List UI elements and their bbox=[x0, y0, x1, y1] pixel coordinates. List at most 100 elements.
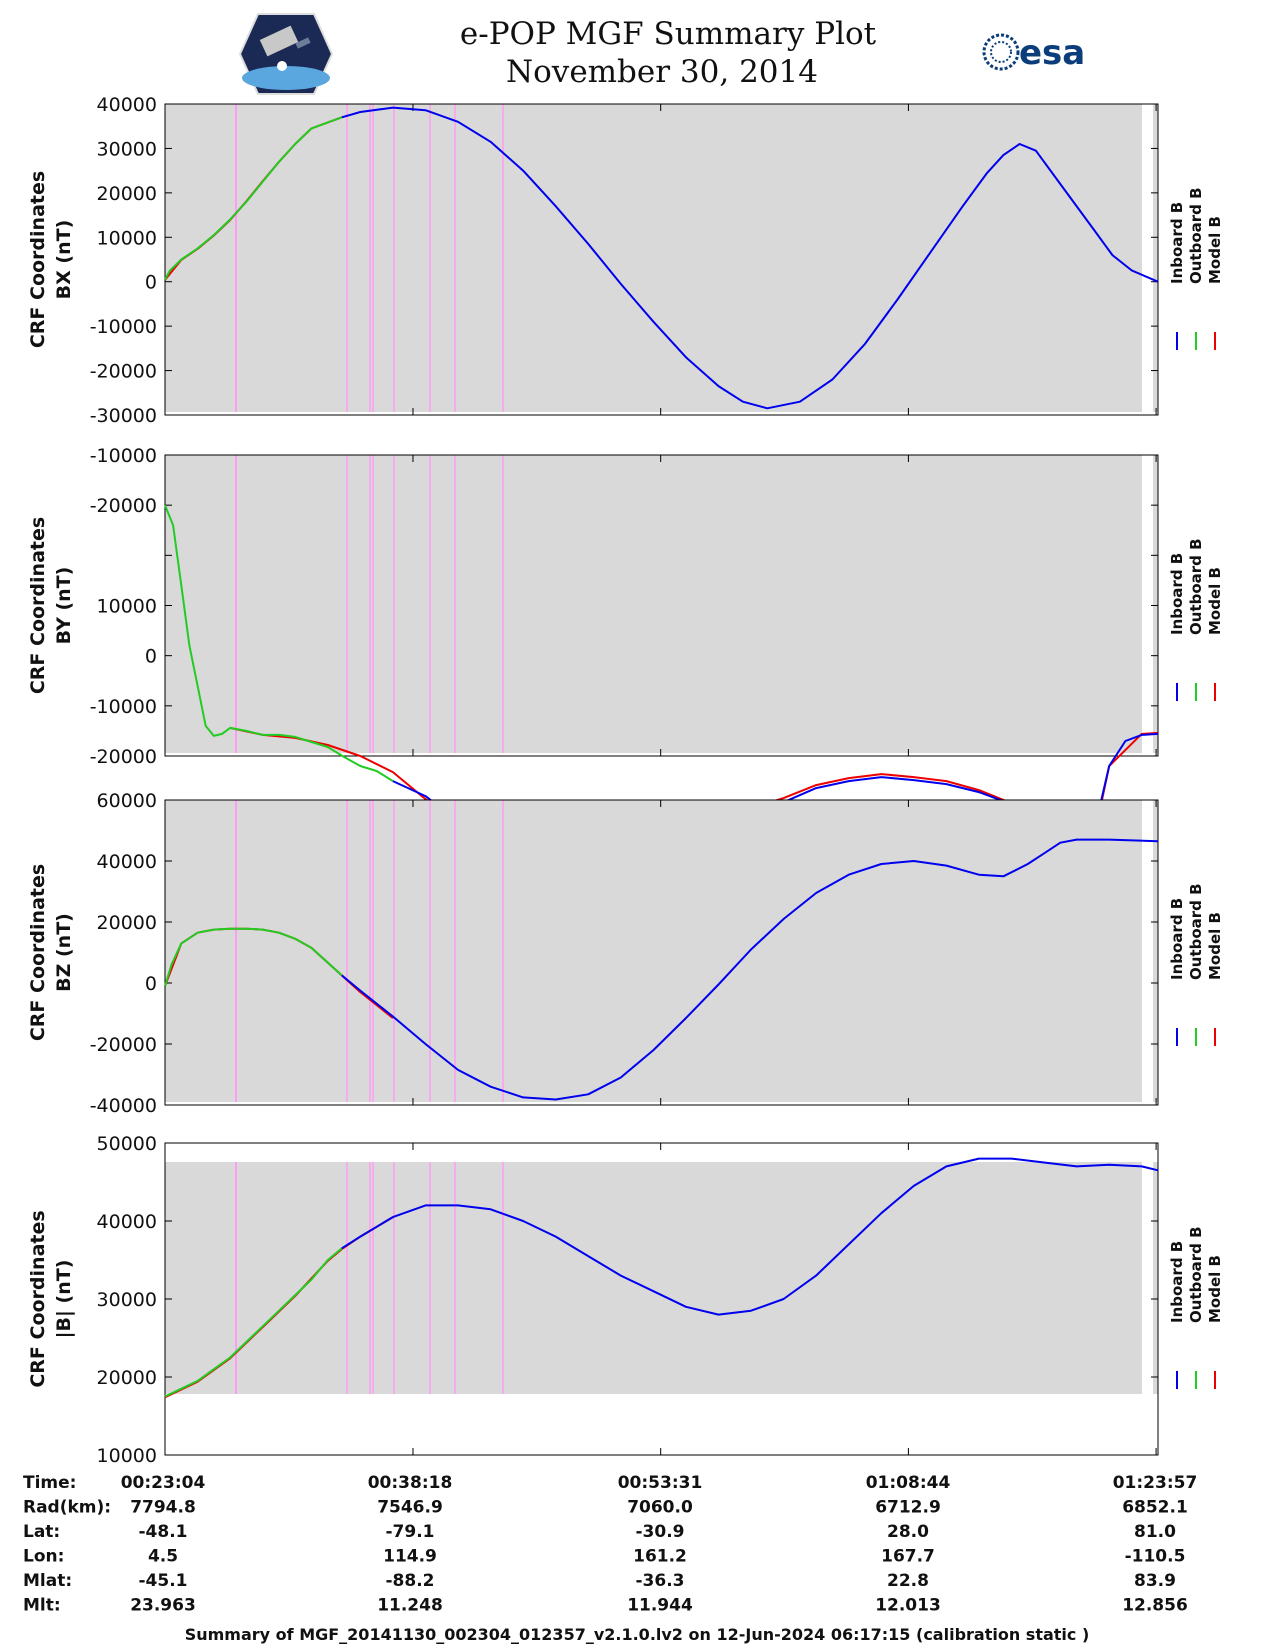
info-value: 161.2 bbox=[633, 1547, 687, 1567]
y-tick-label: -10000 bbox=[90, 316, 157, 338]
y-tick-label: 50000 bbox=[97, 1133, 157, 1155]
y-tick-label: 20000 bbox=[97, 1367, 157, 1389]
info-value: 12.856 bbox=[1122, 1596, 1188, 1616]
info-value: 167.7 bbox=[881, 1547, 935, 1567]
info-row-label: Mlat: bbox=[23, 1571, 72, 1591]
data-gap bbox=[1142, 1162, 1145, 1394]
series-inboard-b bbox=[341, 106, 1159, 410]
plot-background-end bbox=[1153, 104, 1158, 412]
y-tick-label: -20000 bbox=[90, 361, 157, 383]
y-axis-label-line1: CRF Coordinates bbox=[27, 517, 49, 694]
y-axis-label-line2: BY (nT) bbox=[53, 567, 75, 645]
info-value: 81.0 bbox=[1134, 1522, 1176, 1542]
y-tick-label: 10000 bbox=[97, 596, 157, 618]
info-value: -36.3 bbox=[636, 1571, 685, 1591]
y-tick-label: -10000 bbox=[90, 696, 157, 718]
info-row-label: Rad(km): bbox=[23, 1498, 111, 1518]
y-tick-label: 10000 bbox=[97, 227, 157, 249]
info-value: 12.013 bbox=[875, 1596, 941, 1616]
info-row-label: Time: bbox=[23, 1473, 76, 1493]
y-axis-label-line1: CRF Coordinates bbox=[27, 171, 49, 348]
legend-label: Inboard B bbox=[1168, 202, 1186, 284]
info-value: -79.1 bbox=[386, 1522, 435, 1542]
info-value: 11.248 bbox=[377, 1596, 443, 1616]
y-tick-label: 20000 bbox=[97, 912, 157, 934]
series-outboard-b bbox=[164, 1247, 343, 1398]
plot-background bbox=[165, 455, 1142, 753]
info-value: 6712.9 bbox=[875, 1498, 941, 1518]
y-axis-label-line1: CRF Coordinates bbox=[27, 1210, 49, 1387]
plot-panels: 40000 30000 20000 10000 0 -10000 -20000 -30000 C… bbox=[27, 94, 1224, 1467]
info-value: 7060.0 bbox=[627, 1498, 693, 1518]
info-value: 11.944 bbox=[627, 1596, 693, 1616]
panel-1: 40000 30000 20000 10000 0 -10000 -20000 -30000 C… bbox=[27, 94, 1224, 427]
info-value: 22.8 bbox=[887, 1571, 929, 1591]
orbit-info-table: Time: 00:23:04 00:38:18 00:53:31 01:08:44 01:… bbox=[23, 1473, 1197, 1616]
esa-logo: esa bbox=[982, 33, 1085, 73]
info-value: 4.5 bbox=[148, 1547, 178, 1567]
plot-frame bbox=[164, 799, 1159, 1106]
y-tick-label: 40000 bbox=[97, 1211, 157, 1233]
plot-background bbox=[165, 1162, 1142, 1394]
y-tick-label: 0 bbox=[145, 646, 157, 668]
legend-label: Model B bbox=[1206, 912, 1224, 980]
info-value: 114.9 bbox=[383, 1547, 437, 1567]
y-tick-label: -30000 bbox=[90, 405, 157, 427]
legend-label: Outboard B bbox=[1187, 1226, 1205, 1323]
legend-label: Inboard B bbox=[1168, 1241, 1186, 1323]
data-gap bbox=[1148, 455, 1152, 753]
y-axis-label-line2: BZ (nT) bbox=[53, 913, 75, 992]
y-tick-label: -40000 bbox=[90, 1095, 157, 1117]
info-value: -48.1 bbox=[139, 1522, 188, 1542]
plot-frame bbox=[164, 103, 1159, 416]
info-value: 28.0 bbox=[887, 1522, 929, 1542]
info-value: 01:23:57 bbox=[1113, 1473, 1198, 1493]
esa-logo-text: esa bbox=[1019, 33, 1085, 73]
info-value: -45.1 bbox=[139, 1571, 188, 1591]
y-axis-label-line2: BX (nT) bbox=[53, 220, 75, 300]
plot-date: November 30, 2014 bbox=[506, 54, 818, 90]
info-row-label: Lon: bbox=[23, 1547, 64, 1567]
info-value: 83.9 bbox=[1134, 1571, 1176, 1591]
info-value: 7546.9 bbox=[377, 1498, 443, 1518]
series-inboard-b bbox=[341, 838, 1159, 1101]
y-axis-label-line1: CRF Coordinates bbox=[27, 864, 49, 1041]
y-tick-label: 30000 bbox=[97, 138, 157, 160]
y-tick-label: 40000 bbox=[97, 94, 157, 116]
panel-3: 60000 40000 20000 0 -20000 -40000 CRF Coordina… bbox=[27, 790, 1224, 1117]
header: e-POP MGF Summary Plot November 30, 2014… bbox=[238, 13, 1085, 95]
info-value: -110.5 bbox=[1125, 1547, 1186, 1567]
data-gap bbox=[1148, 104, 1152, 412]
series-inboard-b bbox=[341, 1157, 1159, 1316]
legend-label: Outboard B bbox=[1187, 187, 1205, 284]
y-tick-label: -10000 bbox=[90, 445, 157, 467]
y-tick-label: 40000 bbox=[97, 851, 157, 873]
plot-background-end bbox=[1153, 800, 1158, 1102]
legend-label: Model B bbox=[1206, 567, 1224, 635]
y-tick-label: 20000 bbox=[97, 183, 157, 205]
legend-label: Model B bbox=[1206, 216, 1224, 284]
data-gap bbox=[1148, 800, 1152, 1102]
y-tick-label: -20000 bbox=[90, 746, 157, 768]
plot-title: e-POP MGF Summary Plot bbox=[460, 16, 877, 52]
data-gap bbox=[1142, 104, 1145, 412]
panel-2: -10000 -20000 10000 0 -10000 -20000 CRF Coordi… bbox=[27, 445, 1224, 923]
info-value: -88.2 bbox=[386, 1571, 435, 1591]
y-tick-label: 10000 bbox=[97, 1445, 157, 1467]
data-gap bbox=[1142, 455, 1145, 753]
plot-background-end bbox=[1153, 455, 1158, 753]
data-gap bbox=[1148, 1162, 1152, 1394]
series-outboard-b bbox=[164, 504, 394, 782]
info-value: 6852.1 bbox=[1122, 1498, 1188, 1518]
legend-label: Inboard B bbox=[1168, 553, 1186, 635]
plot-background bbox=[165, 104, 1142, 412]
y-tick-label: 30000 bbox=[97, 1289, 157, 1311]
info-value: 01:08:44 bbox=[866, 1473, 951, 1493]
footer-summary: Summary of MGF_20141130_002304_012357_v2… bbox=[185, 1625, 1090, 1644]
panel-4: 50000 40000 30000 20000 10000 CRF Coordinates… bbox=[27, 1133, 1224, 1467]
legend-label: Outboard B bbox=[1187, 538, 1205, 635]
info-value: 00:38:18 bbox=[368, 1473, 453, 1493]
info-value: 00:53:31 bbox=[618, 1473, 703, 1493]
y-tick-label: 60000 bbox=[97, 790, 157, 812]
